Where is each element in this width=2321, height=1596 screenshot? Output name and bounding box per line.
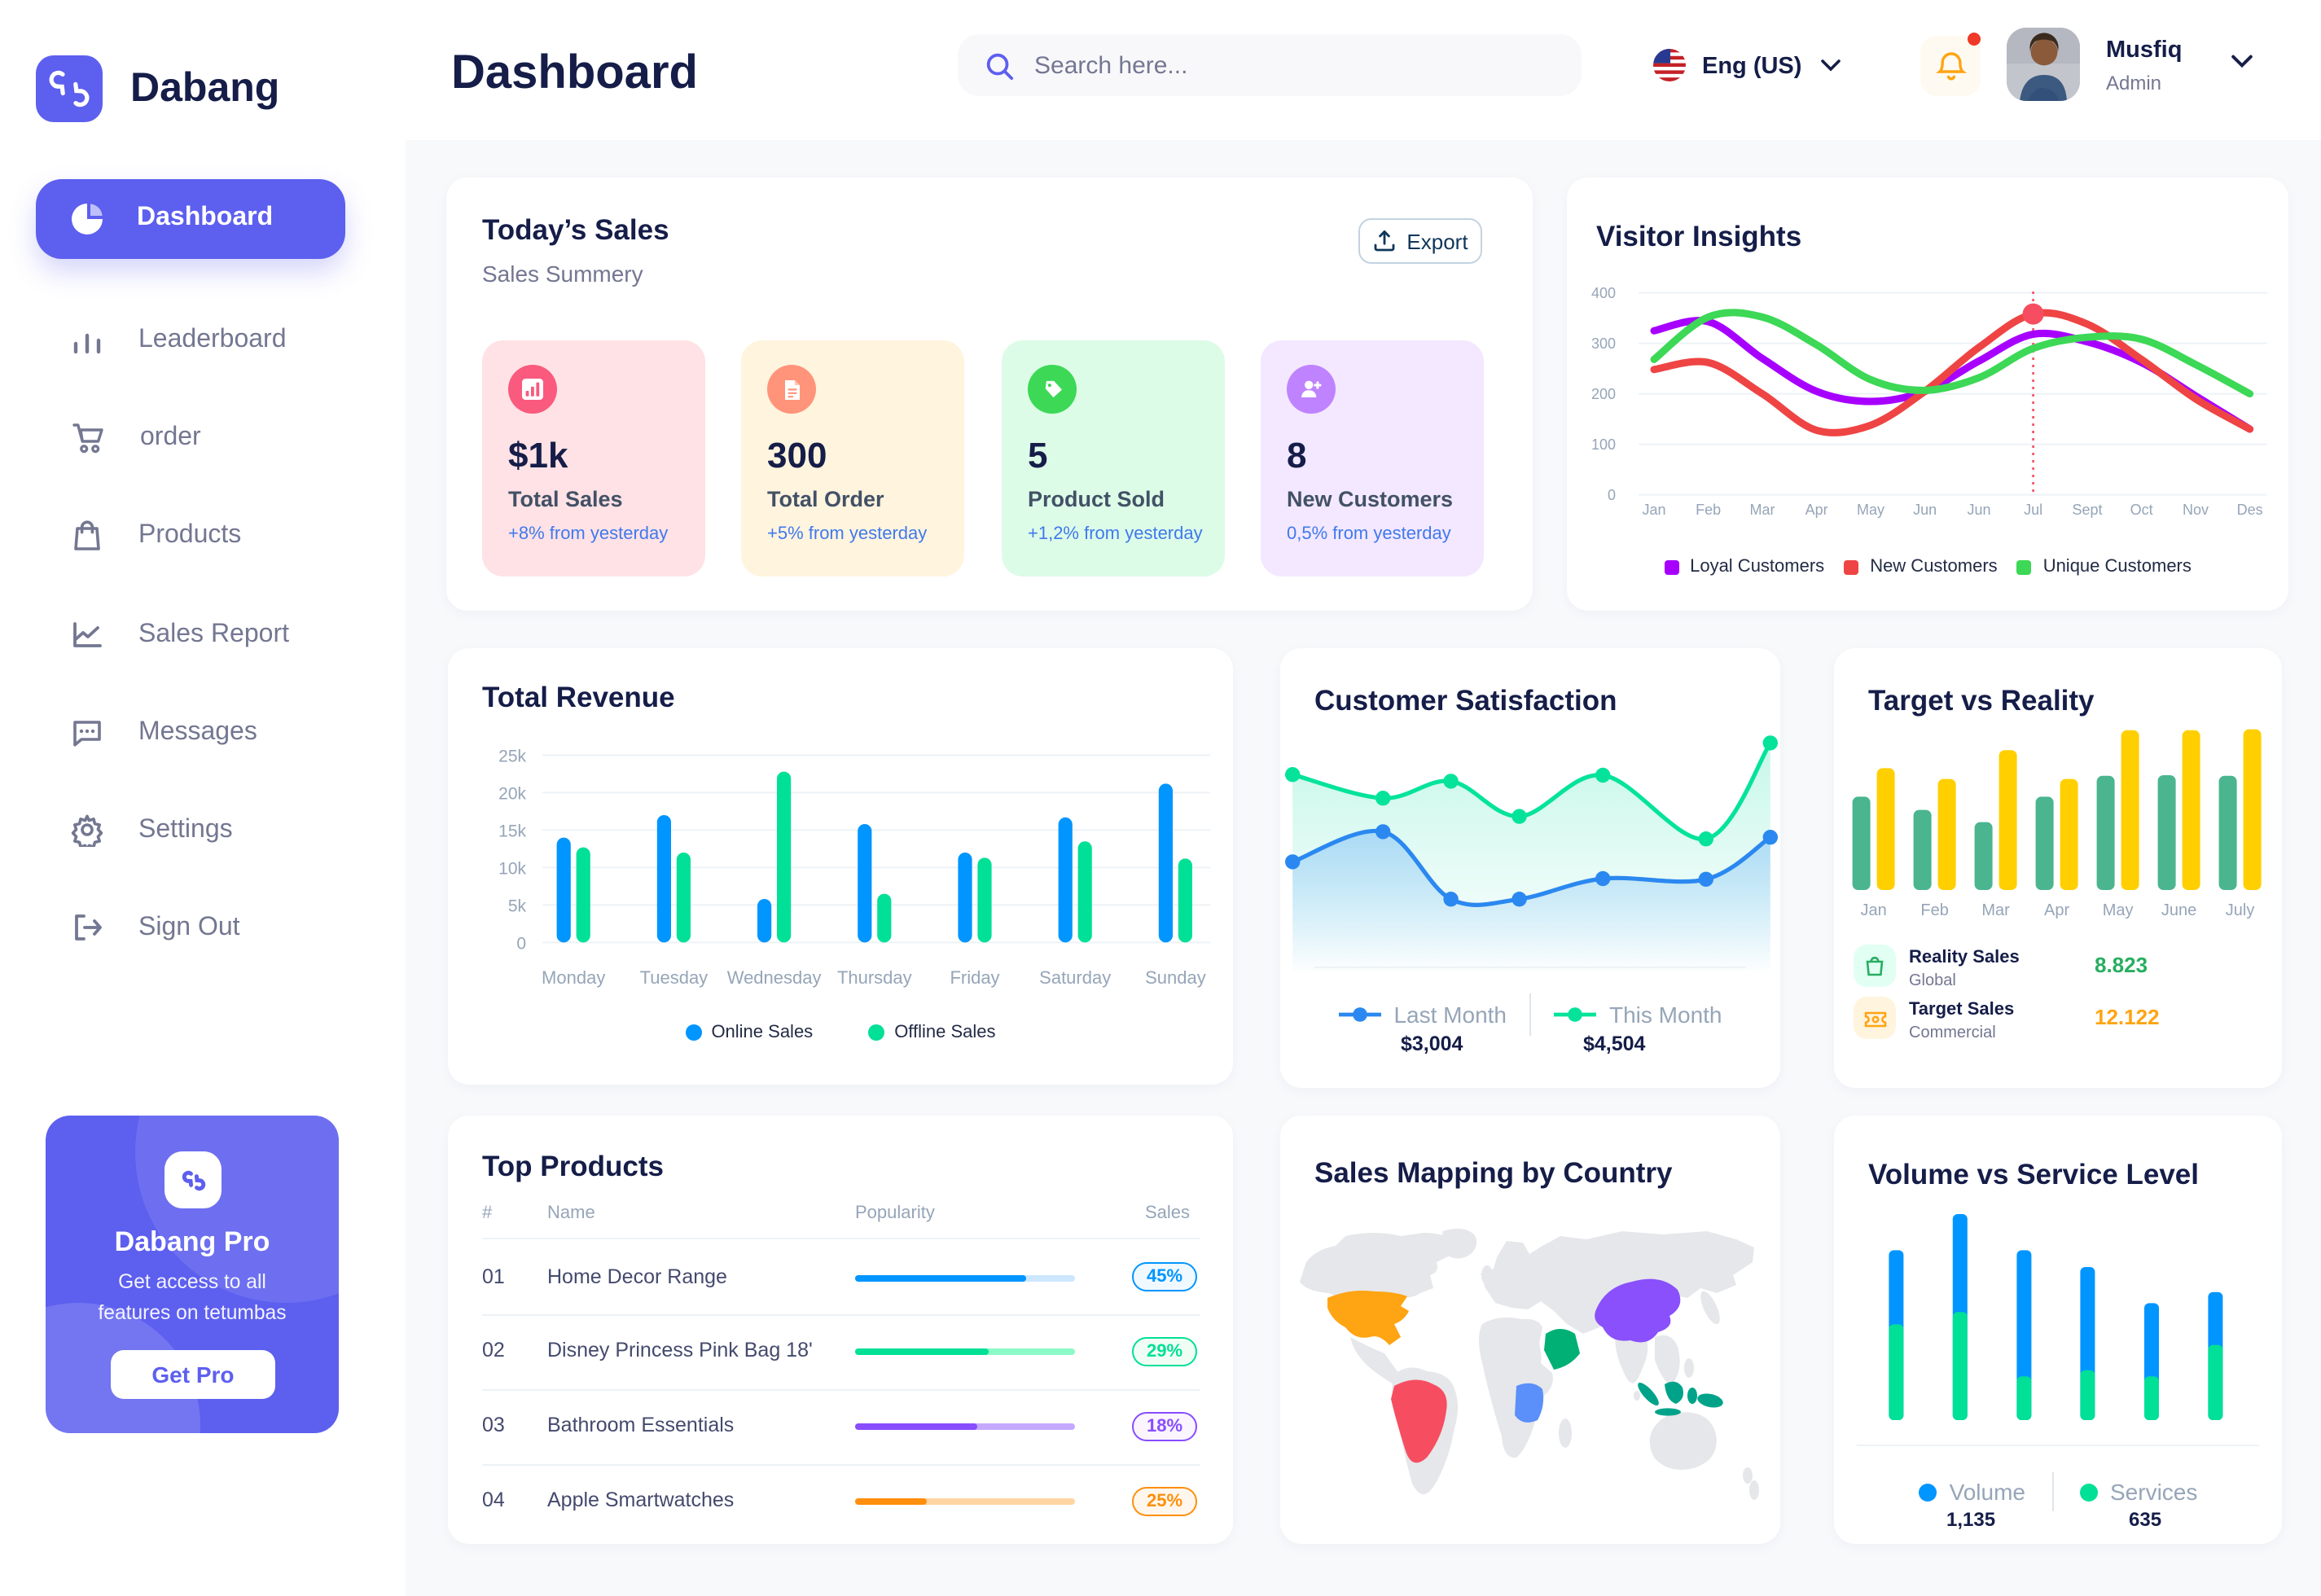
svg-text:Thursday: Thursday — [837, 967, 912, 988]
svg-text:Saturday: Saturday — [1039, 967, 1111, 988]
svg-text:Feb: Feb — [1920, 901, 1948, 919]
svg-text:Des: Des — [2237, 502, 2263, 518]
svg-text:Nov: Nov — [2183, 502, 2209, 518]
svg-text:Jan: Jan — [1642, 502, 1665, 518]
svg-text:Friday: Friday — [950, 967, 999, 988]
svg-text:Jan: Jan — [1860, 901, 1886, 919]
svg-text:Oct: Oct — [2130, 502, 2153, 518]
svg-text:25k: 25k — [498, 747, 526, 765]
svg-text:Jun: Jun — [1913, 502, 1937, 518]
svg-text:June: June — [2161, 901, 2196, 919]
svg-text:100: 100 — [1591, 436, 1616, 453]
svg-text:10k: 10k — [498, 859, 526, 878]
svg-text:May: May — [2103, 901, 2134, 919]
svg-text:Apr: Apr — [2044, 901, 2069, 919]
svg-text:5k: 5k — [508, 897, 527, 915]
svg-text:Monday: Monday — [542, 967, 605, 988]
svg-text:300: 300 — [1591, 335, 1616, 352]
svg-text:Sunday: Sunday — [1145, 967, 1206, 988]
svg-text:July: July — [2226, 901, 2255, 919]
svg-text:May: May — [1857, 502, 1884, 518]
svg-text:200: 200 — [1591, 386, 1616, 402]
svg-text:Jun: Jun — [1967, 502, 1990, 518]
svg-text:15k: 15k — [498, 822, 526, 840]
svg-text:Sept: Sept — [2072, 502, 2102, 518]
svg-text:0: 0 — [1608, 487, 1616, 503]
svg-text:Apr: Apr — [1805, 502, 1828, 518]
svg-text:20k: 20k — [498, 784, 526, 803]
svg-text:Wednesday: Wednesday — [727, 967, 822, 988]
svg-text:Mar: Mar — [1981, 901, 2010, 919]
svg-text:Mar: Mar — [1750, 502, 1775, 518]
svg-text:0: 0 — [516, 934, 526, 953]
svg-text:Jul: Jul — [2024, 502, 2042, 518]
svg-text:400: 400 — [1591, 285, 1616, 301]
svg-text:Tuesday: Tuesday — [640, 967, 709, 988]
svg-text:Feb: Feb — [1696, 502, 1721, 518]
